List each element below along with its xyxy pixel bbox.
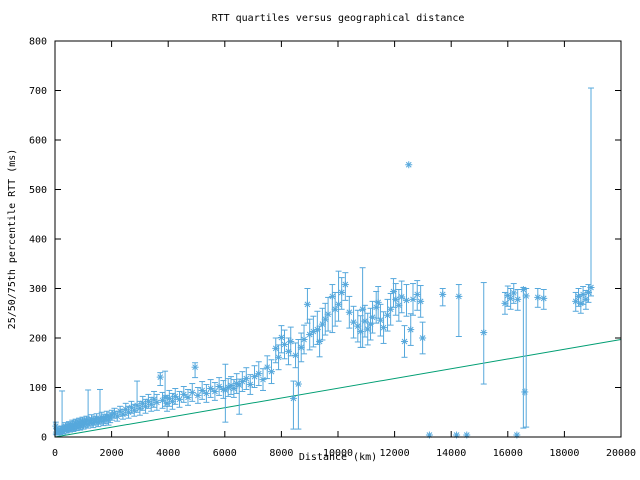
x-tick-label: 18000	[549, 448, 579, 459]
x-axis-ticks: 0 2000 4000 6000 8000 10000 12000 14000 16000 180…	[52, 41, 636, 459]
x-tick-label: 10000	[323, 448, 353, 459]
x-tick-label: 14000	[436, 448, 466, 459]
y-axis-ticks: 0 100 200 300 400 500 600 700 800	[29, 37, 621, 444]
axes-box	[54, 40, 622, 438]
x-tick-label: 2000	[100, 448, 124, 459]
x-axis-label: Distance (km)	[298, 452, 378, 463]
x-tick-label: 20000	[606, 448, 636, 459]
y-tick-label: 200	[29, 334, 47, 345]
y-tick-label: 500	[29, 185, 47, 196]
y-tick-label: 300	[29, 284, 47, 295]
y-tick-label: 0	[41, 433, 47, 444]
x-tick-label: 8000	[269, 448, 293, 459]
y-tick-label: 400	[29, 235, 47, 246]
chart-title: RTT quartiles versus geographical distan…	[211, 13, 465, 24]
x-tick-label: 6000	[213, 448, 237, 459]
x-tick-label: 16000	[493, 448, 523, 459]
reference-line	[54, 338, 622, 438]
y-tick-label: 600	[29, 136, 47, 147]
y-tick-label: 100	[29, 383, 47, 394]
x-tick-label: 4000	[156, 448, 180, 459]
x-tick-label: 12000	[380, 448, 410, 459]
x-tick-label: 0	[52, 448, 58, 459]
y-tick-label: 800	[29, 37, 47, 48]
data-points	[52, 87, 595, 439]
y-tick-label: 700	[29, 86, 47, 97]
